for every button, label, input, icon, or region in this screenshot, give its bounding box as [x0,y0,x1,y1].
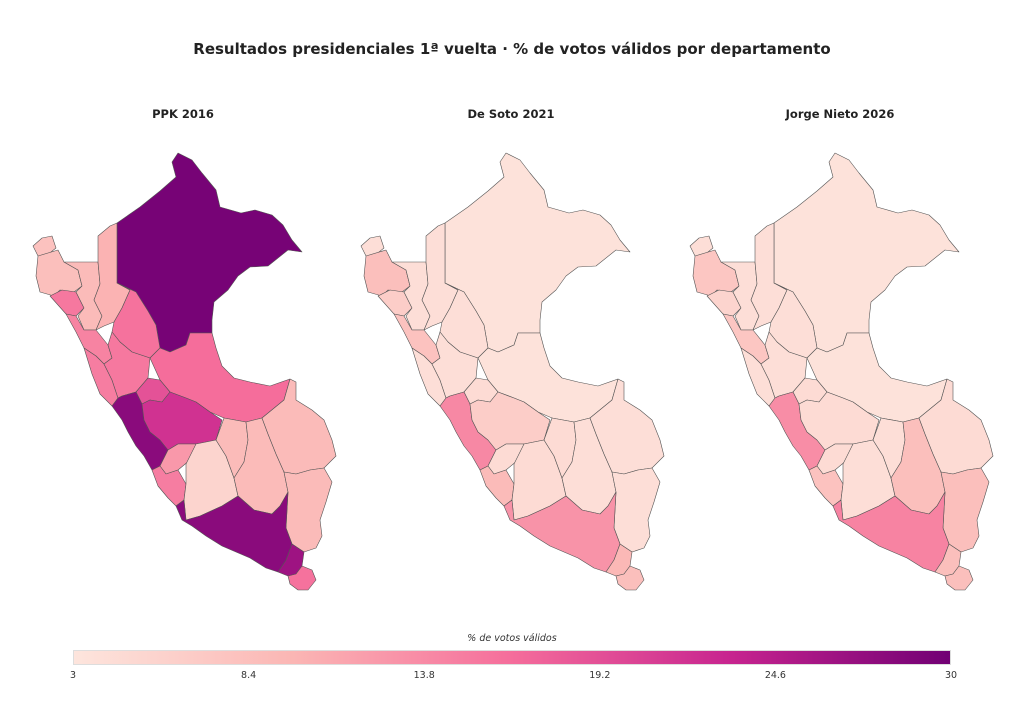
map-ppk [32,152,337,591]
region-madre-de-dios [918,378,994,475]
region-puno [283,467,333,553]
colorbar-title: % de votos válidos [467,633,557,644]
region-piura [363,249,411,297]
colorbar [73,650,951,665]
map-subtitle-nieto: Jorge Nieto 2026 [785,107,895,121]
region-madre-de-dios [261,378,337,475]
region-arequipa [175,491,293,573]
map-subtitle-ppk: PPK 2016 [152,107,214,121]
colorbar-tick-label: 3 [69,670,77,681]
map-nieto [689,152,994,591]
region-arequipa [503,491,621,573]
region-puno [611,467,661,553]
region-tacna [615,565,645,591]
region-junin [798,391,880,451]
region-arequipa [832,491,950,573]
map-subtitle-desoto: De Soto 2021 [467,107,555,121]
colorbar-tick-label: 24.6 [764,670,786,681]
chart-title: Resultados presidenciales 1ª vuelta · % … [193,40,831,58]
region-puno [940,467,990,553]
region-tacna [287,565,317,591]
colorbar-tick-label: 13.8 [413,670,435,681]
region-junin [469,391,551,451]
colorbar-tick-label: 19.2 [589,670,611,681]
region-piura [35,249,83,297]
colorbar-tick-label: 8.4 [241,670,257,681]
region-junin [141,391,223,451]
region-piura [692,249,740,297]
colorbar-tick-label: 30 [944,670,958,681]
region-tacna [944,565,974,591]
map-desoto [360,152,665,591]
region-madre-de-dios [589,378,665,475]
